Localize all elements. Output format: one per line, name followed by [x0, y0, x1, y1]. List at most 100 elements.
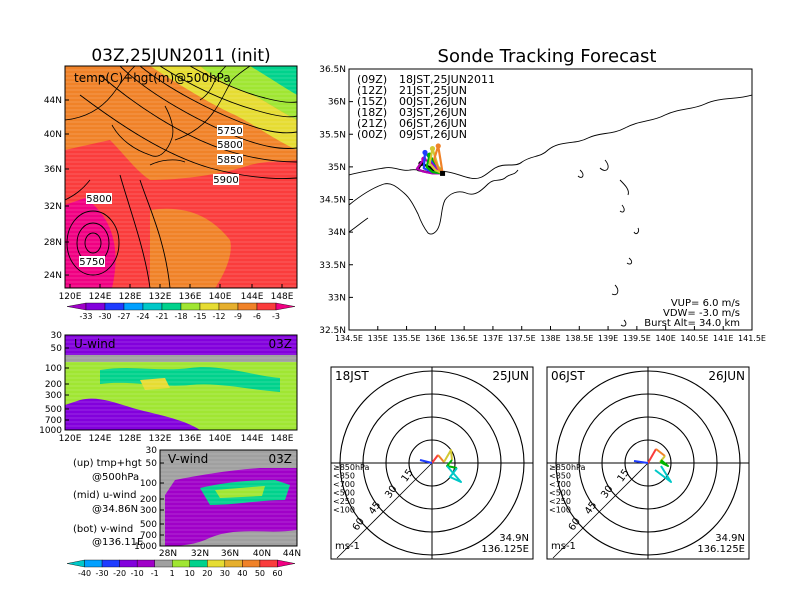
hodograph-date: 25JUN	[492, 369, 529, 383]
contour-label-bg	[217, 154, 243, 165]
v-wind-lat-ticks: 28N 32N 36N 40N 44N	[159, 549, 301, 559]
hodograph-trace	[647, 448, 657, 464]
legend-text: 00JST,26JUN	[399, 95, 467, 108]
lon-tick-label: 135E	[368, 334, 388, 343]
hodograph-lon: 136.125E	[481, 544, 529, 555]
lat-tick-label: 24N	[44, 271, 62, 281]
hodograph-trace	[419, 459, 433, 464]
lat-tick-label: 40N	[253, 549, 271, 559]
sonde-tracks	[415, 143, 446, 176]
colorbar-swatch	[189, 559, 208, 568]
sonde-track-line	[433, 144, 444, 175]
lat-tick-label: 32N	[191, 549, 209, 559]
hodograph-level-label: <500	[549, 489, 571, 498]
colorbar-label: 60	[272, 569, 282, 578]
lat-tick-label: 28N	[44, 238, 62, 248]
hodograph-trace	[655, 448, 666, 457]
lat-tick-label: 34N	[328, 228, 346, 238]
lon-tick-label: 136E	[179, 434, 202, 444]
hodograph-level-label: <250	[333, 497, 355, 506]
hodograph-level-label: <100	[333, 506, 355, 515]
legend-text: 09JST,26JUN	[399, 128, 467, 141]
lon-tick-label: 137E	[483, 334, 503, 343]
temp-map: temp(C)+hgt(m)@500hPa 5750 5800 5850 5900 58…	[44, 65, 298, 302]
pressure-tick-label: 700	[45, 416, 62, 426]
lon-tick-label: 132E	[149, 434, 172, 444]
lat-tick-label: 36N	[328, 98, 346, 108]
hodograph-trace	[654, 465, 672, 483]
u-wind-lon-ticks: 120E 124E 128E 132E 136E 140E 144E 148E	[59, 434, 294, 444]
pressure-tick-label: 100	[140, 479, 157, 489]
lon-tick-label: 124E	[89, 292, 112, 302]
v-wind-time: 03Z	[269, 452, 293, 466]
colorbar-swatch	[256, 302, 277, 311]
contour-label: 5900	[213, 175, 238, 186]
pressure-tick-label: 500	[140, 520, 157, 530]
lat-tick-label: 28N	[159, 549, 177, 559]
contour-label: 5800	[86, 194, 111, 205]
colorbar-label: -1	[151, 569, 159, 578]
hodograph-level-label: ≥850hPa	[333, 463, 370, 472]
hodograph-time: 06JST	[551, 369, 585, 383]
colorbar-swatch	[180, 302, 201, 311]
colorbar-swatch	[224, 559, 243, 568]
lat-tick-label: 44N	[44, 96, 62, 106]
hodograph-level-label: <500	[333, 489, 355, 498]
legend-code: (18Z)	[357, 106, 387, 119]
lon-tick-label: 148E	[271, 434, 294, 444]
lon-tick-label: 144E	[241, 292, 264, 302]
lon-ticks: 120E 124E 128E 132E 136E 140E 144E 148E	[59, 284, 294, 302]
colorbar-swatch	[142, 302, 163, 311]
launch-site-marker	[440, 170, 446, 176]
contour-label: 5750	[217, 126, 242, 137]
hodograph-trace	[431, 454, 439, 464]
lat-tick-label: 33N	[328, 293, 346, 303]
colorbar-label: -12	[212, 312, 225, 321]
colorbar-swatch	[237, 302, 258, 311]
lon-tick-label: 139.5E	[623, 334, 651, 343]
u-wind-time: 03Z	[269, 337, 293, 351]
colorbar-label: 40	[237, 569, 247, 578]
side-note-line1: (mid) u-wind	[73, 490, 136, 501]
lon-tick-label: 136.5E	[450, 334, 478, 343]
hodograph-level-label: <100	[549, 506, 571, 515]
lon-tick-label: 138E	[540, 334, 560, 343]
coastlines	[65, 66, 251, 201]
hodograph-lat: 34.9N	[499, 533, 529, 544]
contour-label: 5750	[79, 257, 104, 268]
burst-point	[435, 143, 441, 149]
lat-tick-label: 34.5N	[319, 196, 346, 206]
colorbar-label: 20	[202, 569, 212, 578]
colorbar-label: 30	[220, 569, 230, 578]
track-map: (09Z) 18JST,25JUN2011 (12Z) 21JST,25JUN (15Z…	[319, 65, 766, 343]
lon-tick-label: 120E	[59, 292, 82, 302]
legend-code: (00Z)	[357, 128, 387, 141]
colorbar-label: -15	[193, 312, 206, 321]
hodograph-level-label: <250	[549, 497, 571, 506]
pressure-tick-label: 200	[140, 495, 157, 505]
hodograph-date: 26JUN	[708, 369, 745, 383]
lon-tick-label: 140E	[209, 434, 232, 444]
lon-tick-label: 136E	[179, 292, 202, 302]
colorbar-swatch	[119, 559, 138, 568]
hodograph-lat: 34.9N	[715, 533, 745, 544]
temp-colorbar: -33 -30 -27 -24 -21 -18 -15 -12 -9 -6 -3	[66, 302, 296, 321]
side-notes: (up) tmp+hgt @500hPa (mid) u-wind @34.86N (b…	[73, 458, 143, 548]
hodograph-trace	[659, 459, 669, 467]
colorbar-swatch	[277, 559, 296, 568]
hodograph-trace	[446, 465, 462, 483]
contour-label-bg	[213, 174, 239, 185]
track-parameter: Burst Alt= 34.0 km	[644, 318, 740, 329]
legend-code: (15Z)	[357, 95, 387, 108]
lon-tick-label: 148E	[271, 292, 294, 302]
v-wind-title: V-wind	[168, 452, 208, 466]
lon-tick-label: 137.5E	[508, 334, 536, 343]
hodograph-level-label: <850	[549, 472, 571, 481]
track-parameter: VUP= 6.0 m/s	[671, 298, 740, 309]
lon-tick-label: 132E	[149, 292, 172, 302]
legend-text: 18JST,25JUN2011	[399, 73, 495, 86]
